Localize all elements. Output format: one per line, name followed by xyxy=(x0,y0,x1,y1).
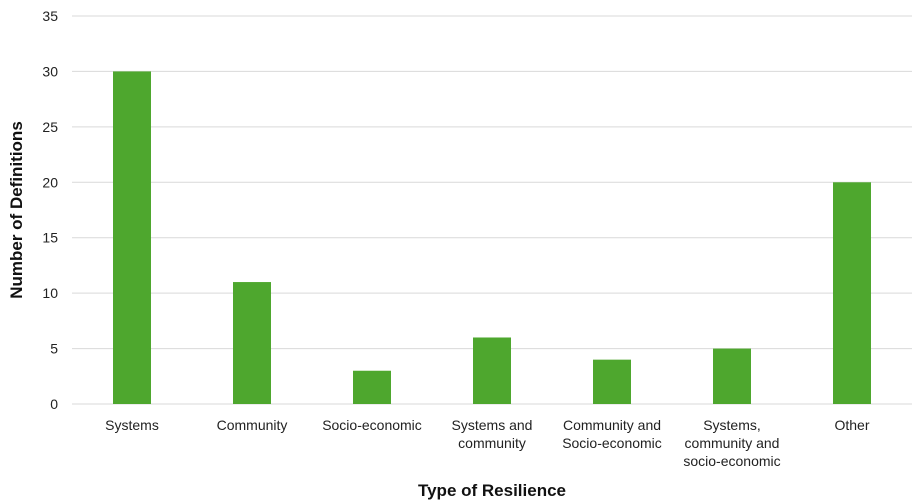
x-tick-label-line: Systems xyxy=(105,417,159,433)
x-axis-title: Type of Resilience xyxy=(418,481,566,500)
x-tick-label: Systems and community xyxy=(452,417,533,451)
y-axis-title: Number of Definitions xyxy=(7,121,26,299)
x-tick-label-line: Other xyxy=(834,417,869,433)
bar xyxy=(593,359,631,404)
x-tick-label-line: Community xyxy=(217,417,288,433)
y-tick-label: 25 xyxy=(42,119,58,135)
x-tick-label: Other xyxy=(834,417,869,433)
x-tick-label: Socio-economic xyxy=(322,417,422,433)
bar xyxy=(353,370,391,404)
x-tick-label-line: Systems, xyxy=(703,417,761,433)
y-tick-label: 20 xyxy=(42,174,58,190)
x-axis-ticks: Systems Community Socio-economic Systems an… xyxy=(105,417,870,469)
y-axis-ticks: 0 5 10 15 20 25 30 35 xyxy=(42,8,58,412)
x-tick-label: Systems xyxy=(105,417,159,433)
bar xyxy=(833,182,871,404)
x-tick-label-line: Community and xyxy=(563,417,661,433)
y-tick-label: 15 xyxy=(42,230,58,246)
x-tick-label-line: Socio-economic xyxy=(562,435,662,451)
y-tick-label: 10 xyxy=(42,285,58,301)
gridlines xyxy=(72,15,912,405)
bars xyxy=(113,71,871,404)
bar xyxy=(473,337,511,404)
y-tick-label: 35 xyxy=(42,8,58,24)
bar xyxy=(713,348,751,404)
x-tick-label: Community xyxy=(217,417,288,433)
x-tick-label-line: socio-economic xyxy=(683,453,780,469)
bar xyxy=(233,282,271,404)
bar xyxy=(113,71,151,404)
y-tick-label: 5 xyxy=(50,341,58,357)
x-tick-label: Community and Socio-economic xyxy=(562,417,662,451)
x-tick-label-line: community and xyxy=(685,435,780,451)
y-tick-label: 0 xyxy=(50,396,58,412)
x-tick-label: Systems, community and socio-economic xyxy=(683,417,780,469)
y-tick-label: 30 xyxy=(42,63,58,79)
x-tick-label-line: Socio-economic xyxy=(322,417,422,433)
x-tick-label-line: Systems and xyxy=(452,417,533,433)
x-tick-label-line: community xyxy=(458,435,526,451)
